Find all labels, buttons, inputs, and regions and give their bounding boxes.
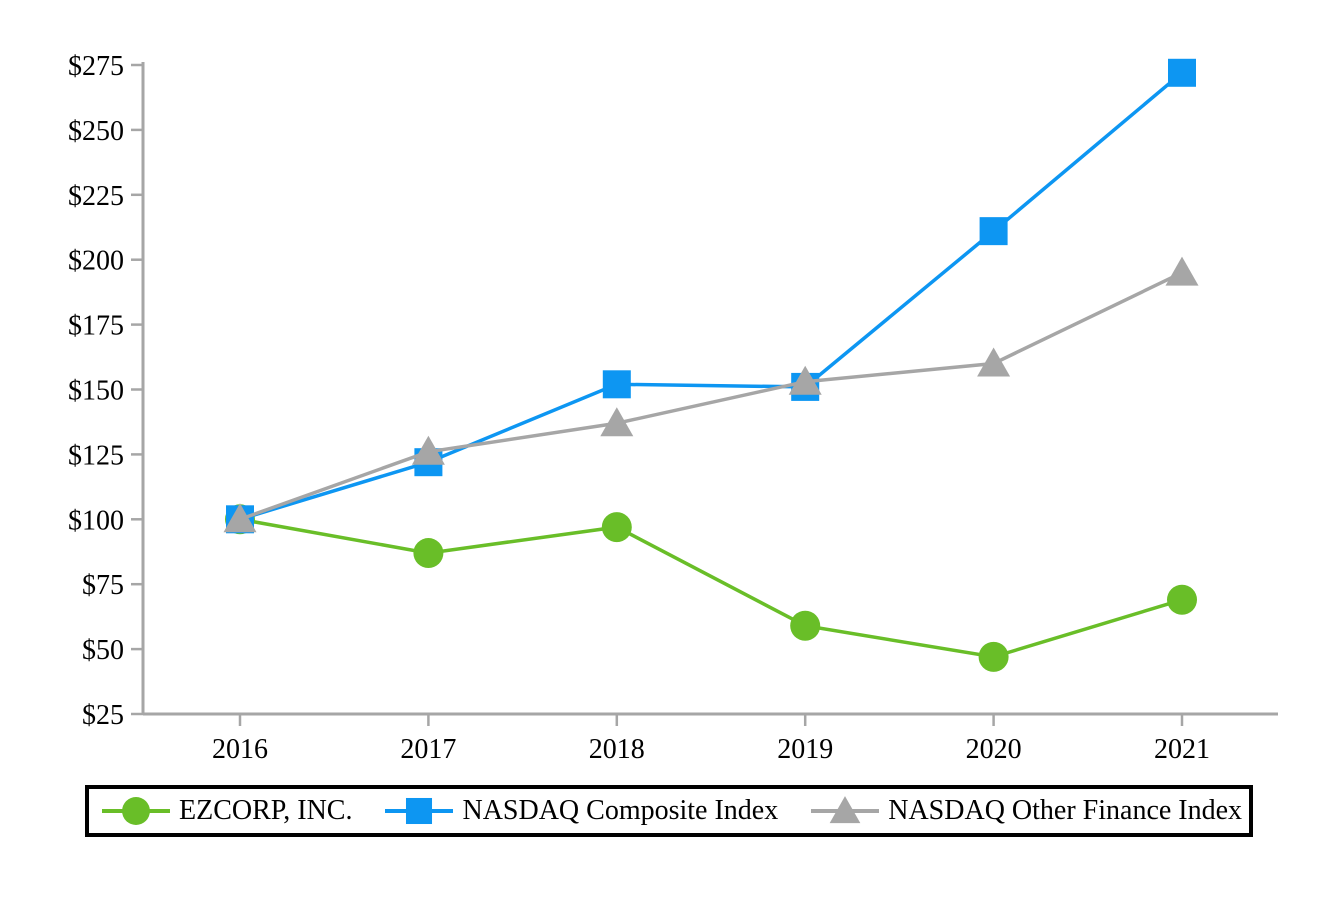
legend-marker-circle-icon bbox=[102, 797, 170, 825]
triangle-marker bbox=[223, 503, 257, 533]
legend-marker-triangle-icon bbox=[811, 796, 880, 824]
x-axis-tick-label: 2019 bbox=[777, 734, 833, 765]
x-axis-tick-label: 2017 bbox=[400, 734, 456, 765]
performance-line-chart: $275 $250 $225 $200 $175 $150 $125 $100 $75 $50 $2… bbox=[68, 51, 1278, 765]
square-marker bbox=[1168, 58, 1196, 87]
series-line-nasdaq-composite-index bbox=[239, 71, 1184, 521]
y-axis-tick-label: $225 bbox=[68, 181, 124, 212]
x-axis-tick-label: 2018 bbox=[589, 734, 645, 765]
series-ezcorp-inc bbox=[225, 504, 1197, 672]
circle-marker bbox=[978, 641, 1009, 672]
x-axis-tick-label: 2021 bbox=[1154, 734, 1210, 765]
legend-item-nasdaq-other-finance-index: NASDAQ Other Finance Index bbox=[811, 794, 1242, 828]
triangle-marker bbox=[1165, 256, 1199, 286]
circle-marker bbox=[601, 512, 632, 543]
circle-marker bbox=[1167, 584, 1197, 615]
square-marker bbox=[602, 370, 631, 399]
triangle-marker bbox=[788, 365, 822, 395]
chart-legend: EZCORP, INC. NASDAQ Composite Index NASDAQ… bbox=[85, 785, 1253, 837]
triangle-marker bbox=[600, 407, 634, 437]
y-axis-tick-label: $200 bbox=[68, 246, 124, 277]
legend-marker-square-icon bbox=[385, 797, 454, 825]
series-line-nasdaq-other-finance-index bbox=[239, 271, 1183, 521]
series-nasdaq-other-finance-index bbox=[223, 256, 1199, 533]
square-marker bbox=[979, 217, 1008, 246]
legend-label: NASDAQ Composite Index bbox=[462, 795, 779, 826]
y-axis-tick-label: $250 bbox=[68, 116, 124, 147]
triangle-marker bbox=[977, 347, 1011, 377]
series-nasdaq-composite-index bbox=[226, 58, 1196, 534]
y-axis-tick-label: $275 bbox=[68, 51, 124, 82]
y-axis-tick-label: $150 bbox=[68, 376, 124, 407]
series-line-ezcorp-inc bbox=[239, 517, 1183, 659]
legend-label: NASDAQ Other Finance Index bbox=[888, 795, 1243, 826]
circle-marker bbox=[122, 797, 150, 825]
y-axis-tick-label: $125 bbox=[68, 440, 124, 471]
triangle-marker bbox=[411, 435, 445, 465]
circle-marker bbox=[790, 610, 821, 641]
y-axis-tick-label: $175 bbox=[68, 311, 124, 342]
legend-item-nasdaq-composite-index: NASDAQ Composite Index bbox=[385, 794, 778, 828]
circle-marker bbox=[413, 538, 444, 569]
x-axis-tick-label: 2016 bbox=[212, 734, 268, 765]
legend-label: EZCORP, INC. bbox=[179, 795, 353, 826]
y-axis-tick-label: $100 bbox=[68, 505, 124, 536]
legend-item-ezcorp-inc: EZCORP, INC. bbox=[102, 794, 352, 828]
y-axis-tick-label: $75 bbox=[82, 570, 124, 601]
square-marker bbox=[406, 797, 433, 825]
x-axis-tick-label: 2020 bbox=[966, 734, 1022, 765]
y-axis-tick-label: $25 bbox=[82, 700, 124, 731]
y-axis-tick-label: $50 bbox=[82, 635, 124, 666]
triangle-marker bbox=[829, 796, 861, 824]
